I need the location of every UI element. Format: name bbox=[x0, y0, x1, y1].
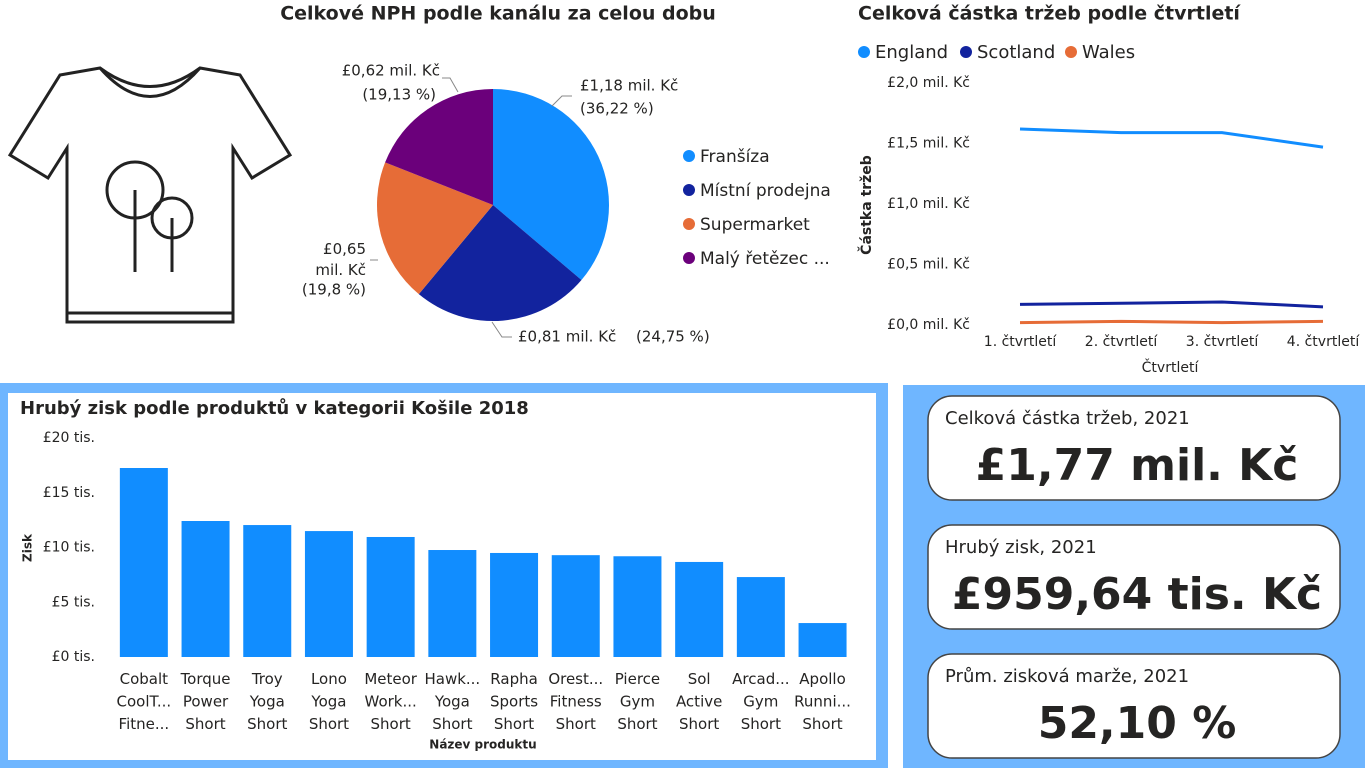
x-tick-label: 2. čtvrtletí bbox=[1085, 334, 1159, 350]
x-tick-label: Hawk... Yoga Short bbox=[424, 670, 480, 733]
bar bbox=[428, 550, 477, 657]
y-tick-label: £15 tis. bbox=[43, 485, 95, 501]
x-tick-label: 1. čtvrtletí bbox=[984, 334, 1058, 350]
x-axis-title: Čtvrtletí bbox=[1142, 358, 1200, 376]
percent-label: (19,8 %) bbox=[302, 281, 366, 299]
x-tick-label: Troy Yoga Short bbox=[247, 670, 287, 733]
line-series bbox=[1019, 127, 1324, 149]
legend-label: Scotland bbox=[977, 42, 1055, 63]
y-tick-label: £0,5 mil. Kč bbox=[887, 257, 970, 273]
leader-line bbox=[491, 321, 512, 338]
pie-slice bbox=[385, 89, 493, 205]
legend-label: Supermarket bbox=[700, 215, 810, 235]
x-tick-label: Apollo Runni... Short bbox=[794, 670, 851, 733]
bar bbox=[736, 577, 785, 657]
pie-slice bbox=[493, 89, 609, 281]
bar bbox=[613, 556, 662, 657]
y-tick-label: £2,0 mil. Kč bbox=[887, 75, 970, 91]
y-tick-label: £1,5 mil. Kč bbox=[887, 136, 970, 152]
leader-line bbox=[442, 77, 459, 93]
y-tick-label: £0 tis. bbox=[52, 649, 95, 665]
legend-marker bbox=[683, 150, 695, 162]
kpi-card bbox=[927, 524, 1341, 630]
x-tick-label: 4. čtvrtletí bbox=[1287, 334, 1361, 350]
x-tick-label: Pierce Gym Short bbox=[615, 670, 660, 733]
legend-marker bbox=[960, 46, 972, 58]
percent-label: (36,22 %) bbox=[580, 100, 654, 118]
kpi-label: Prům. zisková marže, 2021 bbox=[945, 666, 1189, 687]
y-axis-title: Zisk bbox=[21, 533, 35, 562]
x-tick-label: Cobalt CoolT... Fitne... bbox=[117, 670, 172, 733]
x-tick-label: Lono Yoga Short bbox=[309, 670, 349, 733]
y-tick-label: £1,0 mil. Kč bbox=[887, 196, 970, 212]
bar bbox=[304, 531, 353, 657]
x-tick-label: Torque Power Short bbox=[180, 670, 231, 733]
percent-label: (19,13 %) bbox=[362, 86, 436, 104]
percent-label: (24,75 %) bbox=[636, 328, 710, 346]
chart-title: Celková částka tržeb podle čtvrtletí bbox=[858, 3, 1241, 25]
legend-marker bbox=[1065, 46, 1077, 58]
tshirt-icon bbox=[7, 66, 293, 324]
kpi-value: £1,77 mil. Kč bbox=[976, 440, 1299, 491]
bar bbox=[551, 555, 600, 657]
y-tick-label: £5 tis. bbox=[52, 594, 95, 610]
legend-marker bbox=[683, 184, 695, 196]
line-series bbox=[1019, 319, 1324, 325]
x-tick-label: 3. čtvrtletí bbox=[1186, 334, 1260, 350]
bar bbox=[243, 525, 292, 657]
y-tick-label: £0,0 mil. Kč bbox=[887, 317, 970, 333]
y-axis-title: Částka tržeb bbox=[857, 155, 875, 255]
kpi-card bbox=[927, 395, 1341, 501]
kpi-value: £959,64 tis. Kč bbox=[952, 569, 1322, 620]
data-label: £0,65 mil. Kč bbox=[315, 240, 366, 279]
chart-title: Celkové NPH podle kanálu za celou dobu bbox=[280, 3, 716, 25]
kpi-value: 52,10 % bbox=[1038, 698, 1237, 749]
y-tick-label: £20 tis. bbox=[43, 430, 95, 446]
kpi-label: Hrubý zisk, 2021 bbox=[945, 537, 1097, 558]
pie-slice bbox=[418, 205, 582, 322]
cards: Celková částka tržeb, 2021 £1,77 mil. Kč H… bbox=[927, 395, 1341, 759]
x-tick-label: Meteor Work... Short bbox=[364, 670, 417, 733]
bar bbox=[119, 468, 168, 657]
bar bbox=[490, 552, 539, 657]
legend-marker bbox=[858, 46, 870, 58]
legend-label: Malý řetězec ... bbox=[700, 249, 830, 269]
legend-marker bbox=[683, 252, 695, 264]
x-axis-title: Název produktu bbox=[429, 738, 536, 752]
data-label: £1,18 mil. Kč bbox=[580, 77, 678, 95]
data-label: £0,62 mil. Kč bbox=[342, 62, 440, 80]
legend-marker bbox=[683, 218, 695, 230]
bar bbox=[366, 536, 415, 657]
pie-slice bbox=[376, 162, 493, 295]
legend-label: Franšíza bbox=[700, 147, 770, 167]
x-tick-label: Rapha Sports Short bbox=[490, 670, 538, 733]
line-series bbox=[1019, 300, 1324, 309]
bar bbox=[181, 521, 230, 657]
legend-label: Wales bbox=[1082, 42, 1135, 63]
x-tick-label: Sol Active Short bbox=[676, 670, 722, 733]
kpi-label: Celková částka tržeb, 2021 bbox=[945, 408, 1190, 429]
bar bbox=[675, 561, 724, 657]
leader-line bbox=[551, 95, 572, 107]
y-tick-label: £10 tis. bbox=[43, 540, 95, 556]
data-label: £0,81 mil. Kč bbox=[518, 328, 616, 346]
chart-title: Hrubý zisk podle produktů v kategorii Ko… bbox=[20, 397, 529, 419]
x-tick-label: Arcad... Gym Short bbox=[732, 670, 789, 733]
bar bbox=[798, 623, 847, 657]
x-tick-label: Orest... Fitness Short bbox=[548, 670, 603, 733]
kpi-card bbox=[927, 653, 1341, 759]
legend-label: Místní prodejna bbox=[700, 181, 831, 201]
legend-label: England bbox=[875, 42, 948, 63]
